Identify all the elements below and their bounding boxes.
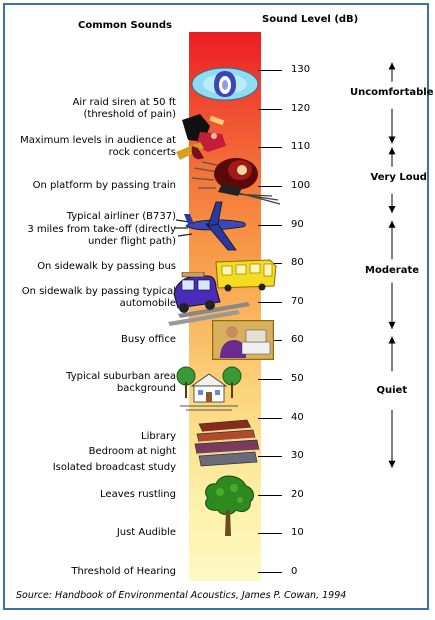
sound-source-line: rock concerts <box>108 147 176 159</box>
sound-source-line: Air raid siren at 50 ft <box>72 96 176 108</box>
db-tick-mark <box>258 533 282 535</box>
sound-source-line: Busy office <box>121 334 176 346</box>
category-arrow-head <box>388 336 396 344</box>
category-arrow-head <box>388 62 396 70</box>
sound-source-line: Threshold of Hearing <box>71 566 176 577</box>
db-tick-label: 110 <box>291 141 311 153</box>
db-tick-label: 90 <box>291 218 304 230</box>
sound-source-line: under flight path) <box>88 236 176 248</box>
db-tick-mark <box>258 108 282 110</box>
sound-source-label: Busy office <box>1 334 176 346</box>
db-tick-label: 100 <box>291 180 311 191</box>
category-arrow-head <box>388 460 396 468</box>
sound-source-line: 3 miles from take-off (directly <box>27 224 176 236</box>
db-tick-label: 10 <box>291 527 304 539</box>
airplane-icon <box>174 201 246 251</box>
sound-source-label: Typical airliner (B737) <box>1 211 176 223</box>
suburban-house-icon <box>176 366 242 411</box>
sound-source-line: automobile <box>119 297 176 309</box>
db-tick-mark <box>258 456 282 458</box>
sound-source-label: 3 miles from take-off (directly under fli… <box>1 224 176 248</box>
db-tick-mark <box>258 301 282 303</box>
books-icon <box>194 419 260 467</box>
source-citation: Source: Handbook of Environmental Acoust… <box>16 590 347 601</box>
db-tick-label: 80 <box>291 257 304 269</box>
sound-source-label: Isolated broadcast study <box>1 462 176 474</box>
db-tick-mark <box>258 417 282 419</box>
db-tick-label: 0 <box>291 566 298 577</box>
category-label: Moderate <box>365 264 420 276</box>
db-tick-label: 120 <box>291 102 311 114</box>
sound-source-line: Typical airliner (B737) <box>66 210 176 222</box>
sound-source-label: Just Audible <box>1 527 176 539</box>
sound-source-line: Isolated broadcast study <box>52 461 176 473</box>
sound-source-line: Just Audible <box>116 527 176 539</box>
db-tick-label: 70 <box>291 295 304 307</box>
train-icon <box>192 158 281 205</box>
sound-source-label: On sidewalk by passing typical automobile <box>1 286 176 310</box>
sound-source-label: Air raid siren at 50 ft (threshold of pai… <box>1 97 176 121</box>
sound-source-label: Bedroom at night <box>1 446 176 458</box>
sound-source-label: Typical suburban area background <box>1 371 176 395</box>
db-tick-mark <box>258 572 282 573</box>
db-tick-label: 60 <box>291 334 304 346</box>
sound-source-line: (threshold of pain) <box>83 108 177 120</box>
db-tick-label: 20 <box>291 488 304 500</box>
category-arrow-head <box>388 147 396 155</box>
sound-source-line: Maximum levels in audience at <box>20 135 176 147</box>
sound-source-line: Library <box>141 430 176 442</box>
sound-source-line: On sidewalk by passing bus <box>37 261 176 273</box>
sound-source-line: On sidewalk by passing typical <box>21 285 176 297</box>
rock-guitarist-icon <box>176 114 226 160</box>
sound-source-label: Maximum levels in audience at rock concer… <box>1 135 176 159</box>
sound-source-label: On platform by passing train <box>1 180 176 192</box>
sound-source-line: Bedroom at night <box>88 446 176 458</box>
sound-source-line: On platform by passing train <box>32 180 176 191</box>
common-sounds-header: Common Sounds <box>78 20 172 31</box>
sound-source-label: On sidewalk by passing bus <box>1 261 176 273</box>
db-tick-label: 130 <box>291 64 311 76</box>
sound-source-label: Library <box>1 431 176 443</box>
category-arrow-head <box>388 220 396 228</box>
category-label: Uncomfortable <box>350 87 434 99</box>
sound-source-label: Leaves rustling <box>1 489 176 501</box>
db-tick-mark <box>258 379 282 380</box>
db-tick-label: 40 <box>291 411 304 423</box>
sound-source-line: background <box>116 382 176 394</box>
category-arrow-head <box>388 206 396 214</box>
category-arrow-head <box>388 136 396 144</box>
sound-level-header: Sound Level (dB) <box>262 14 359 25</box>
category-label: Quiet <box>376 384 408 396</box>
db-tick-mark <box>258 224 282 226</box>
db-tick-label: 30 <box>291 450 304 462</box>
tree-icon <box>205 475 254 536</box>
db-tick-mark <box>258 147 282 149</box>
siren-icon <box>191 67 259 101</box>
db-tick-mark <box>258 186 282 187</box>
db-tick-label: 50 <box>291 373 304 384</box>
bus-icon <box>215 259 277 292</box>
sound-source-line: Leaves rustling <box>100 488 176 500</box>
category-label: Very Loud <box>370 172 427 184</box>
car-icon <box>168 272 250 326</box>
sound-source-label: Threshold of Hearing <box>1 566 176 578</box>
category-arrow-head <box>388 321 396 329</box>
db-tick-mark <box>258 70 282 72</box>
db-tick-mark <box>258 494 282 496</box>
sound-source-line: Typical suburban area <box>66 370 176 382</box>
office-worker-icon <box>212 320 274 360</box>
